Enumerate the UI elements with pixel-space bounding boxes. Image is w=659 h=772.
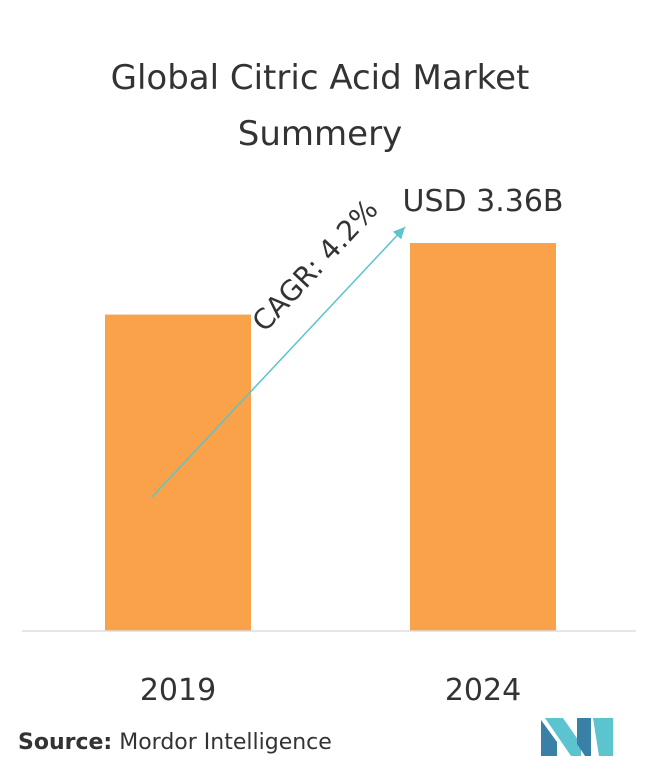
x-tick-label: 2024 <box>445 673 521 708</box>
x-tick-label: 2019 <box>140 673 216 708</box>
source-label: Source: <box>18 730 113 755</box>
cagr-annotation: CAGR: 4.2% <box>246 193 385 338</box>
cagr-arrow-line <box>151 226 406 498</box>
mordor-logo-icon <box>541 718 613 756</box>
data-label: USD 3.36B <box>402 184 563 219</box>
chart-title: Global Citric Acid Market Summery <box>110 58 530 154</box>
bar-2024 <box>410 243 556 631</box>
source-text: Mordor Intelligence <box>119 730 332 755</box>
arrow-head-icon <box>392 227 405 240</box>
bar-2019 <box>105 314 251 631</box>
source-line: Source: Mordor Intelligence <box>18 730 332 755</box>
